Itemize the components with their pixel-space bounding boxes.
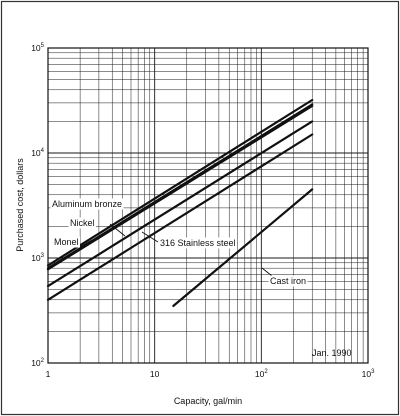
series-label: Nickel: [70, 218, 95, 228]
series-line-5: [172, 188, 314, 307]
x-tick-label: 1: [46, 369, 51, 379]
x-axis-title: Capacity, gal/min: [174, 396, 242, 406]
series-label-background: [268, 275, 308, 287]
y-tick-label: 103: [31, 253, 44, 263]
series-label-background: [52, 236, 81, 248]
series-label: Monel: [54, 237, 79, 247]
series-label-background: [68, 217, 97, 229]
y-axis-title: Purchased cost, dollars: [15, 158, 25, 252]
x-tick-label: 103: [362, 369, 375, 379]
y-tick-label: 102: [31, 358, 44, 368]
series-label: Aluminum bronze: [52, 199, 122, 209]
y-tick-labels: 102 103 104 105: [31, 43, 44, 368]
x-tick-label: 10: [150, 369, 160, 379]
series-line-4: [46, 133, 314, 301]
series-line-2: [46, 104, 314, 271]
x-tick-label: 102: [255, 369, 268, 379]
series-label: 316 Stainless steel: [160, 238, 236, 248]
y-tick-label: 105: [31, 43, 44, 53]
x-tick-labels: 1 10 102 103: [46, 369, 375, 379]
series-layer: [46, 98, 314, 307]
grid: [48, 48, 368, 363]
y-tick-label: 104: [31, 148, 44, 158]
annotation-date: Jan. 1990: [312, 348, 352, 358]
series-label-leader: [109, 223, 126, 237]
series-line-0: [46, 98, 314, 267]
series-line-3: [46, 120, 314, 288]
series-labels: Aluminum bronze Nickel Monel 316 Stainless …: [50, 198, 308, 287]
series-label-leader: [261, 267, 273, 277]
series-label-leader: [79, 239, 93, 248]
series-label: Cast iron: [270, 276, 306, 286]
series-label-background: [158, 237, 238, 249]
plot-frame: [47, 47, 369, 364]
series-label-leader: [141, 231, 159, 243]
series-label-background: [50, 198, 124, 210]
